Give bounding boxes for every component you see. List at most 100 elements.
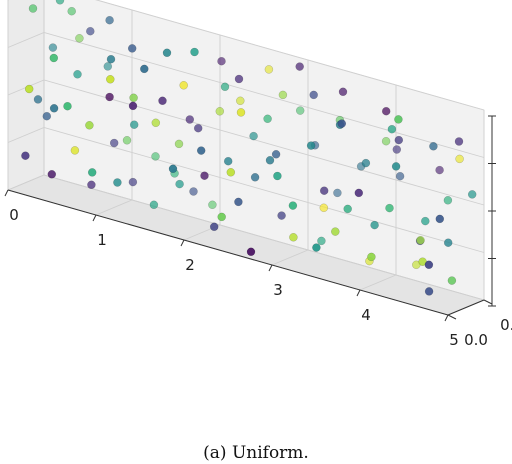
- scatter-point: [223, 156, 233, 166]
- scatter-point: [128, 101, 138, 111]
- x-tick-mark: [268, 264, 273, 272]
- scatter-point: [312, 243, 321, 252]
- scatter-point: [370, 220, 379, 230]
- scatter-point: [189, 187, 198, 196]
- scatter-point: [129, 120, 139, 129]
- scatter-point: [140, 64, 149, 74]
- scatter-point: [395, 171, 405, 181]
- axis-panes: [6, 0, 486, 316]
- scatter-point: [337, 119, 347, 128]
- scatter-point: [447, 276, 457, 285]
- scatter-point: [21, 151, 30, 160]
- scatter-point: [151, 118, 161, 128]
- scatter-point: [47, 170, 57, 179]
- scatter-point: [385, 203, 394, 213]
- scatter-point: [75, 34, 84, 43]
- scatter-point: [149, 200, 159, 210]
- scatter-point: [435, 165, 444, 175]
- scatter-point: [175, 179, 184, 189]
- scatter-point: [295, 62, 304, 71]
- scatter-point: [87, 168, 97, 177]
- x-tick-label: 5: [449, 331, 459, 349]
- scatter-point: [246, 247, 256, 257]
- grid-line-z: [8, 0, 485, 111]
- figure-caption: (a) Uniform.: [203, 443, 309, 463]
- scatter-point: [122, 136, 132, 145]
- scatter-point: [220, 82, 230, 92]
- scatter-point: [264, 65, 274, 74]
- scatter-point: [174, 139, 184, 149]
- x-tick-mark: [180, 239, 185, 247]
- grid-line-z: [7, 127, 485, 253]
- scatter-point: [236, 108, 246, 117]
- scatter-point: [127, 44, 137, 53]
- scatter-point: [113, 178, 122, 187]
- scatter-point: [106, 75, 115, 84]
- scatter-point: [277, 211, 286, 220]
- scatter-point: [387, 124, 397, 134]
- scatter-point: [319, 186, 329, 195]
- grid-line-z: [7, 174, 485, 301]
- scatter-point: [33, 95, 43, 104]
- scatter-point: [179, 81, 188, 90]
- scatter-point: [24, 84, 34, 94]
- x-axis-line: [7, 189, 449, 316]
- x-tick-mark: [444, 314, 449, 322]
- scatter-point: [367, 252, 376, 262]
- scatter-point: [392, 145, 402, 154]
- scatter-point: [42, 111, 52, 121]
- scatter-point: [354, 188, 364, 198]
- scatter-point: [394, 115, 403, 124]
- scatter-point: [185, 115, 195, 124]
- scatter-point: [416, 236, 425, 245]
- scatter-point: [73, 70, 82, 79]
- scatter-point: [381, 106, 391, 116]
- scatter-point: [435, 214, 445, 224]
- x-tick-mark: [92, 214, 97, 222]
- scatter-point: [309, 90, 318, 100]
- scatter-point: [55, 0, 65, 5]
- scatter-point: [361, 158, 371, 168]
- side-pane: [7, 0, 45, 191]
- scatter-point: [200, 171, 209, 180]
- grid-line-z: [7, 79, 485, 206]
- scatter-point: [288, 201, 298, 210]
- scatter-point: [158, 96, 167, 106]
- scatter-point: [333, 188, 342, 198]
- scatter-point: [70, 146, 80, 155]
- scatter-point: [215, 107, 225, 116]
- scatter-point: [129, 93, 138, 103]
- scatter-point: [306, 141, 316, 150]
- scatter-point: [63, 101, 72, 111]
- x-tick-mark: [356, 289, 361, 297]
- scatter-point: [467, 190, 477, 199]
- scatter-point: [109, 138, 119, 148]
- scatter-point: [128, 177, 138, 187]
- scatter-point: [443, 196, 453, 205]
- scatter-point: [338, 87, 348, 97]
- scatter-point: [226, 168, 236, 177]
- scatter-point: [168, 164, 178, 174]
- scatter-point: [454, 137, 464, 146]
- scatter-point: [209, 222, 219, 232]
- scatter-point: [48, 43, 58, 52]
- scatter-point: [217, 56, 226, 66]
- y-tick-label: 0.0: [464, 331, 488, 349]
- x-tick-label: 2: [185, 256, 195, 274]
- scatter-point: [85, 121, 94, 130]
- y-tick-mark: [483, 299, 493, 305]
- x-tick-label: 4: [361, 306, 371, 324]
- y-tick-mark: [447, 314, 457, 320]
- scatter-point: [105, 92, 114, 102]
- scatter-point: [190, 47, 199, 57]
- scatter-point: [103, 62, 113, 71]
- scatter-point: [381, 136, 391, 146]
- scatter-point: [443, 238, 453, 247]
- scatter-point: [391, 162, 401, 171]
- scatter-point: [271, 150, 281, 159]
- scatter-point: [331, 227, 340, 236]
- scatter-point: [319, 203, 329, 213]
- scatter-point: [105, 15, 114, 25]
- scatter-point: [49, 53, 59, 63]
